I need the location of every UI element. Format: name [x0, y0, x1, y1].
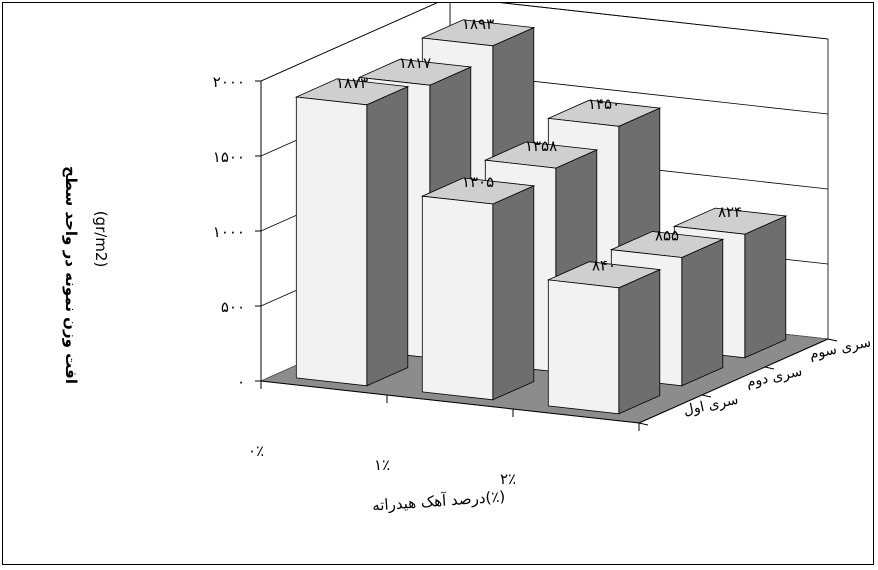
- bar-value-label: ۱۸۱۷: [399, 54, 431, 72]
- depth-tick-mark: [827, 338, 838, 342]
- y-tick-label: ۱۰۰۰: [213, 223, 245, 241]
- bar-value-label: ۸۴۰: [592, 257, 616, 275]
- bars: [294, 19, 788, 415]
- x-tick-label: ۰٪: [248, 442, 264, 460]
- bar-side: [366, 85, 409, 387]
- y-tick-label: ۰: [237, 373, 245, 391]
- x-tick-label: ۱٪: [374, 456, 390, 474]
- bar-side: [492, 185, 535, 401]
- bar-side: [681, 238, 724, 387]
- bar-value-label: ۱۳۰۵: [462, 173, 494, 191]
- depth-axis-line: [638, 338, 829, 424]
- bar: [420, 177, 536, 401]
- bar-value-label: ۱۳۵۸: [525, 137, 557, 155]
- chart-svg: ۱۸۹۳ ۱۴۵۰ ۸۲۴ ۱۸۱۷ ۱۳۵۸ ۸۵۵ ۱۸۷۳ ۱۳۰۵ ۸۴۰ ۰ ۵۰۰ ۱۰…: [62, 0, 872, 515]
- bar: [546, 261, 662, 415]
- bar-front: [547, 279, 620, 415]
- x-axis-line: [260, 380, 640, 424]
- gridline: [260, 0, 829, 82]
- bar-value-label: ۸۲۴: [718, 203, 742, 221]
- bar-value-label: ۱۸۷۳: [336, 74, 368, 92]
- y-axis-title: افت وزن نمونه در واحد سطح: [62, 166, 80, 384]
- bar-value-label: ۸۵۵: [655, 226, 679, 244]
- bar-front: [295, 96, 368, 387]
- bar: [294, 78, 410, 387]
- bar-value-label: ۱۸۹۳: [462, 15, 494, 33]
- y-axis-unit: (gr/m2): [92, 211, 110, 268]
- depth-tick-mark: [701, 394, 712, 398]
- x-tick-label: ۲٪: [500, 470, 516, 488]
- bar-value-label: ۱۴۵۰: [588, 95, 620, 113]
- y-tick-label: ۵۰۰: [221, 298, 245, 316]
- bar-side: [618, 268, 661, 415]
- bar-side: [744, 215, 787, 359]
- depth-tick-mark: [764, 366, 775, 370]
- value-labels: ۱۸۹۳ ۱۴۵۰ ۸۲۴ ۱۸۱۷ ۱۳۵۸ ۸۵۵ ۱۸۷۳ ۱۳۰۵ ۸۴۰: [336, 15, 742, 275]
- y-tick-label: ۲۰۰۰: [213, 73, 245, 91]
- depth-tick-mark: [638, 422, 649, 426]
- bar-front: [421, 195, 494, 401]
- y-tick-label: ۱۵۰۰: [213, 148, 245, 166]
- x-axis-title: درصد آهک هیدراته(٪): [372, 487, 506, 514]
